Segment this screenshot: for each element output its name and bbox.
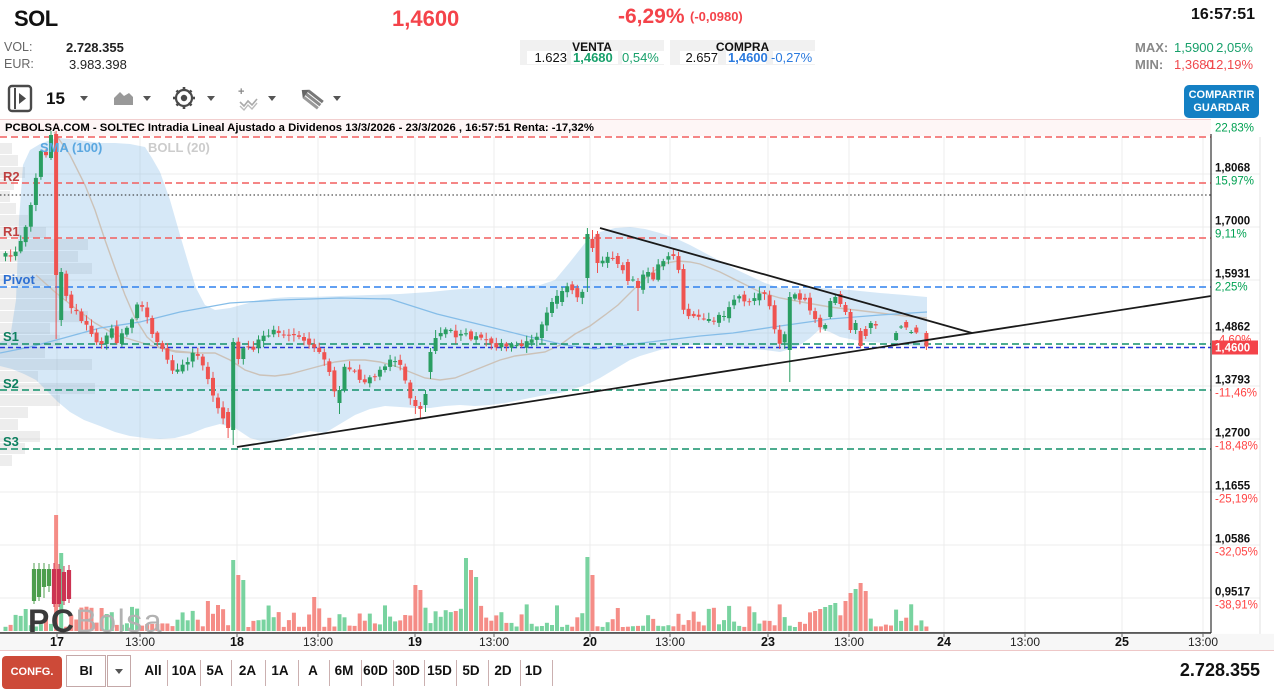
- svg-text:1,3793: 1,3793: [1215, 375, 1250, 387]
- svg-text:S3: S3: [3, 434, 19, 449]
- svg-text:13:00: 13:00: [1188, 635, 1218, 649]
- svg-text:25: 25: [1115, 635, 1129, 649]
- svg-text:-25,19%: -25,19%: [1215, 494, 1258, 506]
- svg-text:13:00: 13:00: [834, 635, 864, 649]
- svg-text:1,4600: 1,4600: [1215, 343, 1250, 355]
- svg-text:1,8068: 1,8068: [1215, 163, 1251, 175]
- svg-text:Pivot: Pivot: [3, 272, 35, 287]
- svg-text:-38,91%: -38,91%: [1215, 600, 1258, 612]
- svg-text:15,97%: 15,97%: [1215, 176, 1254, 188]
- svg-text:1,4862: 1,4862: [1215, 322, 1250, 334]
- svg-text:-32,05%: -32,05%: [1215, 547, 1258, 559]
- svg-text:1,1655: 1,1655: [1215, 481, 1251, 493]
- svg-text:13:00: 13:00: [125, 635, 155, 649]
- svg-text:20: 20: [583, 635, 597, 649]
- svg-text:1,5931: 1,5931: [1215, 269, 1251, 281]
- svg-text:0,9517: 0,9517: [1215, 587, 1250, 599]
- svg-text:18: 18: [230, 635, 244, 649]
- svg-text:-18,48%: -18,48%: [1215, 441, 1258, 453]
- svg-text:S2: S2: [3, 376, 19, 391]
- svg-text:13:00: 13:00: [479, 635, 509, 649]
- svg-text:1,2700: 1,2700: [1215, 428, 1250, 440]
- svg-text:1,7000: 1,7000: [1215, 216, 1250, 228]
- svg-text:9,11%: 9,11%: [1215, 229, 1247, 241]
- svg-text:SMA (100): SMA (100): [40, 140, 102, 155]
- svg-text:BOLL (20): BOLL (20): [148, 140, 210, 155]
- svg-text:24: 24: [937, 635, 951, 649]
- svg-text:+: +: [238, 86, 244, 98]
- svg-text:13:00: 13:00: [655, 635, 685, 649]
- svg-text:-11,46%: -11,46%: [1215, 388, 1257, 400]
- svg-text:13:00: 13:00: [303, 635, 333, 649]
- svg-text:22,83%: 22,83%: [1215, 123, 1254, 135]
- svg-text:1,0586: 1,0586: [1215, 534, 1250, 546]
- svg-text:R2: R2: [3, 169, 20, 184]
- svg-text:23: 23: [761, 635, 775, 649]
- svg-text:13:00: 13:00: [1010, 635, 1040, 649]
- svg-text:19: 19: [408, 635, 422, 649]
- svg-text:2,25%: 2,25%: [1215, 282, 1248, 294]
- svg-text:S1: S1: [3, 329, 19, 344]
- svg-text:17: 17: [50, 635, 64, 649]
- svg-text:15: 15: [46, 89, 65, 108]
- svg-text:R1: R1: [3, 224, 20, 239]
